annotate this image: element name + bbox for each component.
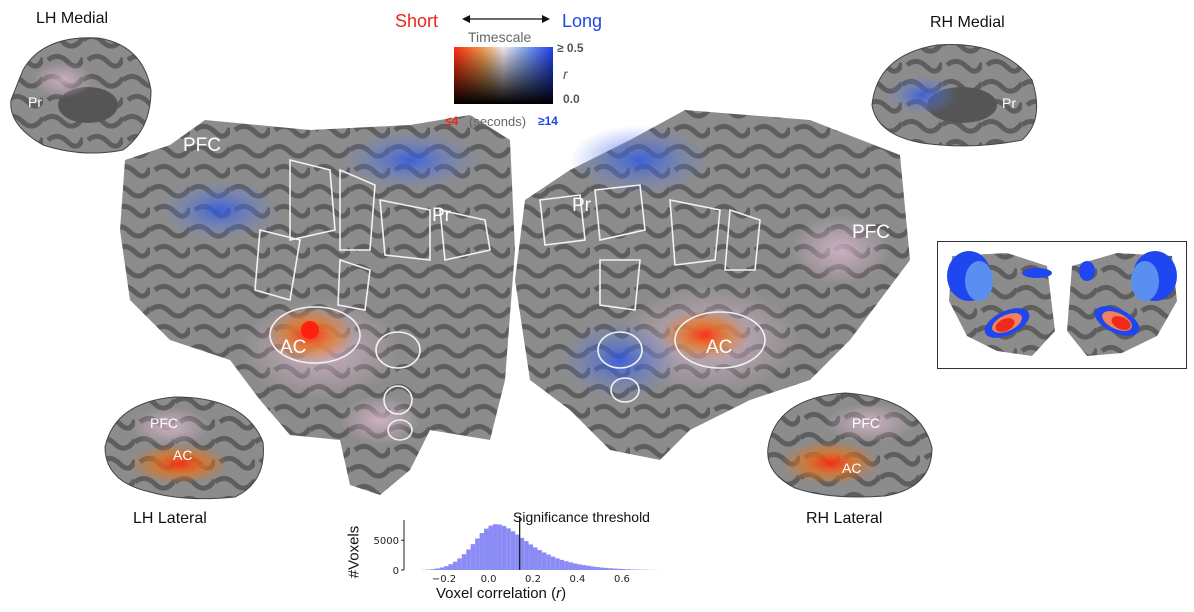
lh-ac-label: AC <box>280 337 307 358</box>
lh-lateral-title: LH Lateral <box>133 510 207 527</box>
rh-ac-label: AC <box>706 337 733 358</box>
histogram-bar <box>608 568 614 570</box>
x-tick-label: 0.2 <box>525 574 541 585</box>
histogram-bar <box>501 525 507 570</box>
histogram-bar <box>435 568 440 570</box>
histogram-bar <box>439 567 445 570</box>
ylabel-text: #Voxels <box>345 525 363 579</box>
histogram-bar <box>604 567 609 570</box>
x-tick-label: 0.6 <box>614 574 630 585</box>
histogram-bar <box>613 568 618 570</box>
colormap-2d <box>454 47 553 104</box>
histogram-bar <box>515 534 520 570</box>
long-label: Long <box>562 11 603 31</box>
rh-lateral-title: RH Lateral <box>806 510 883 527</box>
r-max-label: ≥ 0.5 <box>557 41 584 55</box>
histogram-bar <box>510 531 516 570</box>
histogram-bar <box>524 541 529 570</box>
histogram-bar <box>444 566 449 570</box>
histogram-bar <box>550 556 556 570</box>
lh-lateral-brain <box>104 396 264 500</box>
r-min-label: 0.0 <box>563 92 580 106</box>
r-axis-label: r <box>563 66 568 82</box>
histogram-bar <box>573 563 578 570</box>
histogram-bar <box>430 569 436 570</box>
histogram-bar <box>533 547 538 570</box>
rh-flatmap <box>515 110 910 460</box>
long-value-label: ≥14 <box>538 114 558 128</box>
roi-inset <box>937 241 1187 369</box>
histogram-ylabel: #Voxels <box>339 512 369 592</box>
histogram-bar <box>621 569 627 570</box>
histogram-bar <box>581 565 587 570</box>
histogram-bar <box>555 558 560 570</box>
rh-lateral-brain <box>767 392 933 498</box>
histogram-bar <box>448 564 453 570</box>
histogram-xlabel: Voxel correlation (r) <box>436 585 566 602</box>
lh-flatmap <box>120 115 515 495</box>
timescale-label: Timescale <box>468 29 532 45</box>
threshold-label: Significance threshold <box>513 509 650 525</box>
rh-pfc-label: PFC <box>852 222 890 243</box>
histogram-bar <box>461 554 467 570</box>
y-tick-label: 0 <box>393 566 399 577</box>
short-label: Short <box>395 11 439 31</box>
rh-pr-label: Pr <box>572 195 591 216</box>
lh-pfc-label: PFC <box>183 135 221 156</box>
histogram-bar <box>568 562 574 570</box>
short-value-label: ≤4 <box>445 114 459 128</box>
histogram-bar <box>492 524 498 570</box>
histogram-bar <box>590 566 596 570</box>
double-arrow-icon <box>462 15 550 23</box>
lh-lateral-ac-label: AC <box>173 447 193 463</box>
histogram-bar <box>488 525 493 570</box>
histogram-bar <box>586 565 591 570</box>
histogram-bar <box>506 528 511 570</box>
xlabel-var: r <box>556 585 562 602</box>
histogram-bar <box>457 558 462 570</box>
voxel-histogram: −0.2 0.0 0.2 0.4 0.6 0 5000 <box>374 516 662 585</box>
histogram-bar <box>537 550 542 570</box>
histogram-bar <box>470 544 476 570</box>
rh-lateral-pfc-label: PFC <box>852 415 880 431</box>
histogram-bar <box>519 537 525 570</box>
seconds-label: (seconds) <box>469 114 527 129</box>
lh-medial-title: LH Medial <box>36 10 109 27</box>
histogram-bar <box>466 549 471 570</box>
x-tick-label: 0.0 <box>481 574 497 585</box>
xlabel-prefix: Voxel correlation ( <box>436 585 557 602</box>
histogram-bar <box>630 569 636 570</box>
histogram-bar <box>497 524 502 570</box>
rh-medial-title: RH Medial <box>930 14 1005 31</box>
histogram-bar <box>479 533 485 570</box>
x-tick-label: 0.4 <box>570 574 586 585</box>
lh-lateral-pfc-label: PFC <box>150 415 178 431</box>
histogram-bar <box>484 528 489 570</box>
rh-medial-pr-label: Pr <box>1002 95 1016 111</box>
y-tick-label: 5000 <box>374 536 399 547</box>
xlabel-suffix: ) <box>561 585 567 602</box>
histogram-bar <box>559 559 565 570</box>
histogram-bar <box>452 561 458 570</box>
histogram-bar <box>475 538 480 570</box>
histogram-bar <box>564 561 569 570</box>
lh-medial-pr-label: Pr <box>28 94 42 110</box>
x-tick-label: −0.2 <box>432 574 456 585</box>
histogram-bar <box>617 568 622 570</box>
histogram-bar <box>595 567 600 570</box>
histogram-bar <box>577 564 582 570</box>
histogram-bar <box>599 567 605 570</box>
rh-medial-brain <box>871 43 1038 147</box>
histogram-bar <box>626 569 631 570</box>
histogram-bar <box>528 544 533 570</box>
histogram-bar <box>541 552 547 570</box>
lh-pr-label: Pr <box>432 205 451 226</box>
rh-lateral-ac-label: AC <box>842 460 862 476</box>
lh-medial-brain <box>10 37 152 154</box>
histogram-bar <box>546 554 551 570</box>
